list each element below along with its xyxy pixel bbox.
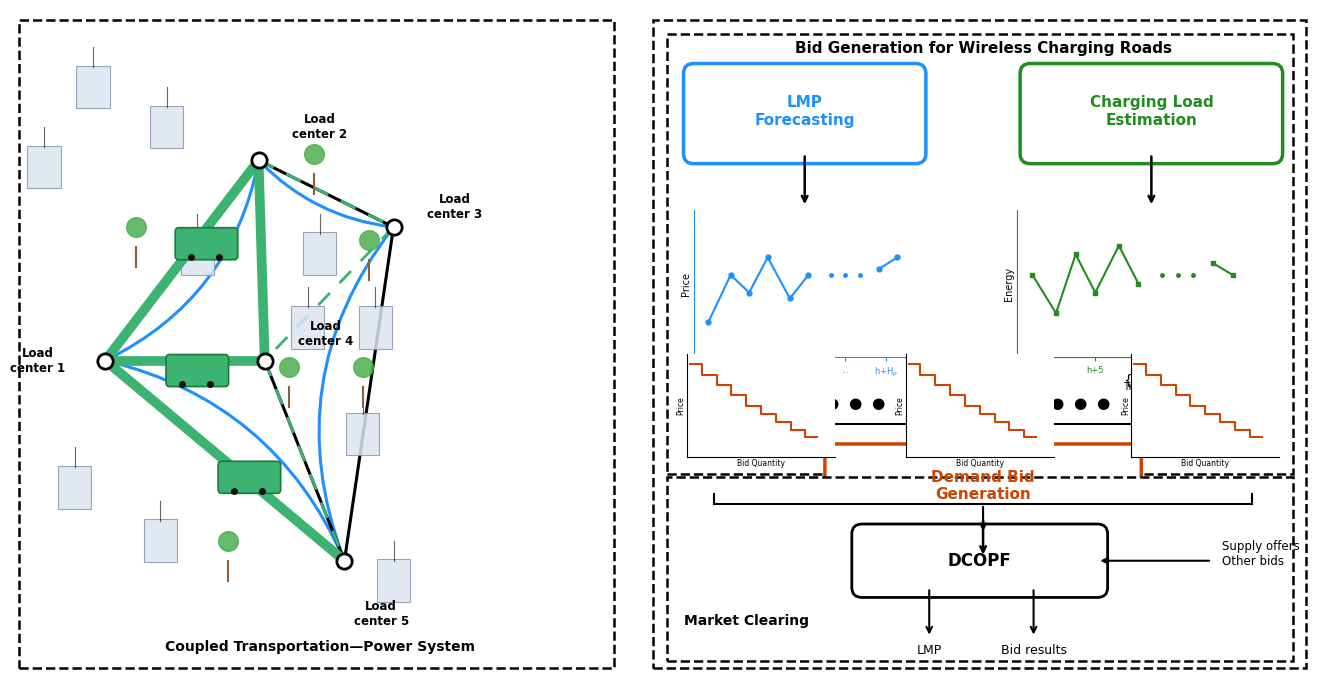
FancyArrowPatch shape — [319, 229, 392, 558]
FancyBboxPatch shape — [684, 63, 926, 163]
Point — [125, 221, 147, 232]
Text: Load
center 5: Load center 5 — [353, 600, 409, 628]
FancyBboxPatch shape — [181, 232, 213, 275]
FancyBboxPatch shape — [291, 306, 324, 349]
FancyBboxPatch shape — [347, 413, 380, 456]
Y-axis label: Price: Price — [681, 272, 690, 296]
Text: Bid results: Bid results — [1001, 644, 1066, 656]
FancyArrowPatch shape — [260, 162, 391, 227]
FancyBboxPatch shape — [175, 227, 237, 259]
FancyBboxPatch shape — [20, 20, 615, 667]
Y-axis label: Price: Price — [896, 396, 904, 415]
FancyBboxPatch shape — [167, 355, 228, 387]
FancyBboxPatch shape — [76, 65, 109, 108]
Text: Bid Generation for Wireless Charging Roads: Bid Generation for Wireless Charging Roa… — [794, 42, 1172, 57]
Text: LMP: LMP — [917, 644, 942, 656]
FancyBboxPatch shape — [28, 146, 60, 189]
X-axis label: Time: Time — [793, 382, 817, 392]
FancyBboxPatch shape — [359, 306, 392, 349]
Point — [217, 535, 239, 546]
FancyBboxPatch shape — [219, 461, 281, 493]
FancyBboxPatch shape — [666, 477, 1293, 661]
FancyBboxPatch shape — [1020, 63, 1282, 163]
FancyBboxPatch shape — [377, 559, 411, 602]
Y-axis label: Price: Price — [677, 396, 685, 415]
FancyArrowPatch shape — [108, 163, 259, 360]
FancyBboxPatch shape — [151, 106, 183, 148]
Y-axis label: Price: Price — [1121, 396, 1130, 415]
FancyBboxPatch shape — [144, 520, 177, 562]
FancyBboxPatch shape — [852, 524, 1108, 597]
Text: Load
center 4: Load center 4 — [299, 320, 353, 348]
Text: Market Clearing: Market Clearing — [684, 614, 809, 628]
Text: Charging Load
Estimation: Charging Load Estimation — [1089, 95, 1213, 128]
FancyBboxPatch shape — [653, 20, 1306, 667]
Text: ●  ●  ●: ● ● ● — [825, 396, 885, 411]
Point — [352, 362, 373, 373]
FancyBboxPatch shape — [304, 232, 336, 275]
Text: Demand Bid
Generation: Demand Bid Generation — [932, 470, 1034, 502]
Text: DCOPF: DCOPF — [948, 552, 1012, 570]
X-axis label: Bid Quantity: Bid Quantity — [956, 459, 1004, 468]
X-axis label: Bid Quantity: Bid Quantity — [1181, 459, 1229, 468]
FancyBboxPatch shape — [59, 466, 91, 509]
Text: Coupled Transportation—Power System: Coupled Transportation—Power System — [165, 641, 475, 654]
Text: Load
center 1: Load center 1 — [11, 347, 65, 375]
X-axis label: Time: Time — [1122, 382, 1146, 392]
Text: LMP
Forecasting: LMP Forecasting — [754, 95, 854, 128]
Point — [359, 235, 380, 246]
Point — [303, 148, 324, 159]
Y-axis label: Energy: Energy — [1004, 267, 1014, 301]
FancyBboxPatch shape — [825, 444, 1141, 527]
Text: $\{c_G(h)\}$: $\{c_G(h)\}$ — [778, 372, 832, 389]
Text: Supply offers
Other bids: Supply offers Other bids — [1222, 540, 1300, 568]
FancyBboxPatch shape — [666, 33, 1293, 474]
FancyArrowPatch shape — [108, 361, 344, 558]
X-axis label: Bid Quantity: Bid Quantity — [737, 459, 785, 468]
Text: $\{E_W(h)\}$: $\{E_W(h)\}$ — [1124, 372, 1180, 389]
Text: ●  ●  ●: ● ● ● — [1052, 396, 1110, 411]
Point — [279, 362, 300, 373]
Text: Load
center 2: Load center 2 — [292, 113, 348, 141]
Text: Load
center 3: Load center 3 — [428, 193, 483, 221]
